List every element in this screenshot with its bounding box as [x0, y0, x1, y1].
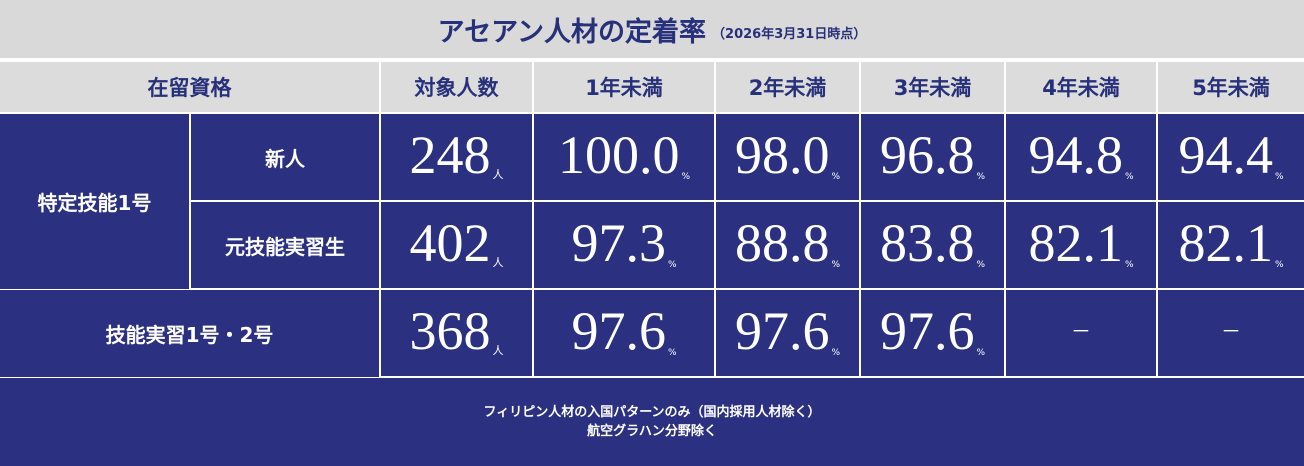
value-cell: 97.6% [716, 290, 859, 376]
value: － [1071, 321, 1091, 343]
value: 97.6 [879, 301, 975, 361]
unit: 人 [492, 256, 504, 269]
value: 248 [409, 125, 491, 185]
note: 航空グラハン分野除く [587, 424, 717, 439]
value-cell: 88.8% [716, 202, 859, 288]
value: 100.0 [557, 125, 680, 185]
value-cell: － [1158, 290, 1304, 376]
value-cell: 97.6% [861, 290, 1004, 376]
unit: % [831, 172, 841, 182]
value: 88.8 [734, 213, 830, 273]
note: フィリピン人材の入国パターンのみ（国内採用人材除く） [483, 405, 821, 420]
header-cell: 4年未満 [1006, 62, 1156, 112]
value-cell: 97.6% [534, 290, 714, 376]
unit: % [976, 172, 986, 182]
value-cell: 98.0% [716, 114, 859, 200]
header-cell: 2年未満 [716, 62, 859, 112]
unit: % [976, 260, 986, 270]
notes: フィリピン人材の入国パターンのみ（国内採用人材除く） 航空グラハン分野除く [0, 378, 1304, 466]
value-cell: 402 人 [381, 202, 532, 288]
unit: % [1124, 172, 1134, 182]
value: 98.0 [734, 125, 830, 185]
value-cell: － [1006, 290, 1156, 376]
value-cell: 248 人 [381, 114, 532, 200]
value: 94.8 [1028, 125, 1123, 185]
unit: 人 [492, 344, 504, 357]
value: 82.1 [1028, 213, 1123, 273]
title-bar: アセアン人材の定着率 （2026年3月31日時点） [0, 0, 1304, 58]
row-label: 元技能実習生 [191, 202, 379, 288]
unit: % [1274, 260, 1284, 270]
header-cell: 5年未満 [1158, 62, 1304, 112]
unit: % [681, 172, 691, 182]
value: 96.8 [879, 125, 975, 185]
unit: % [1274, 172, 1284, 182]
value-cell: 368 人 [381, 290, 532, 376]
value-cell: 100.0% [534, 114, 714, 200]
header-cell: 在留資格 [0, 62, 379, 112]
value: 94.4 [1178, 125, 1273, 185]
value: 97.6 [571, 301, 666, 361]
value-cell: 82.1% [1006, 202, 1156, 288]
value-cell: 94.8% [1006, 114, 1156, 200]
header-cell: 対象人数 [381, 62, 532, 112]
unit: % [1124, 260, 1134, 270]
value-cell: 94.4% [1158, 114, 1304, 200]
value: 97.6 [734, 301, 830, 361]
value: 82.1 [1178, 213, 1273, 273]
unit: % [667, 348, 677, 358]
value-cell: 82.1% [1158, 202, 1304, 288]
value-cell: 97.3% [534, 202, 714, 288]
title: アセアン人材の定着率 [437, 16, 707, 48]
unit: 人 [492, 168, 504, 181]
value-cell: 96.8% [861, 114, 1004, 200]
row-label: 新人 [191, 114, 379, 200]
section-label: 特定技能1号 [0, 114, 189, 289]
unit: % [831, 260, 841, 270]
value: 97.3 [571, 213, 666, 273]
unit: % [976, 348, 986, 358]
value: 368 [409, 301, 491, 361]
subtitle: （2026年3月31日時点） [712, 26, 867, 42]
section-label: 技能実習1号・2号 [0, 290, 379, 377]
value: 402 [409, 213, 491, 273]
value: 83.8 [879, 213, 975, 273]
value-cell: 83.8% [861, 202, 1004, 288]
header-cell: 1年未満 [534, 62, 714, 112]
unit: % [667, 260, 677, 270]
value: － [1221, 321, 1241, 343]
header-cell: 3年未満 [861, 62, 1004, 112]
unit: % [831, 348, 841, 358]
